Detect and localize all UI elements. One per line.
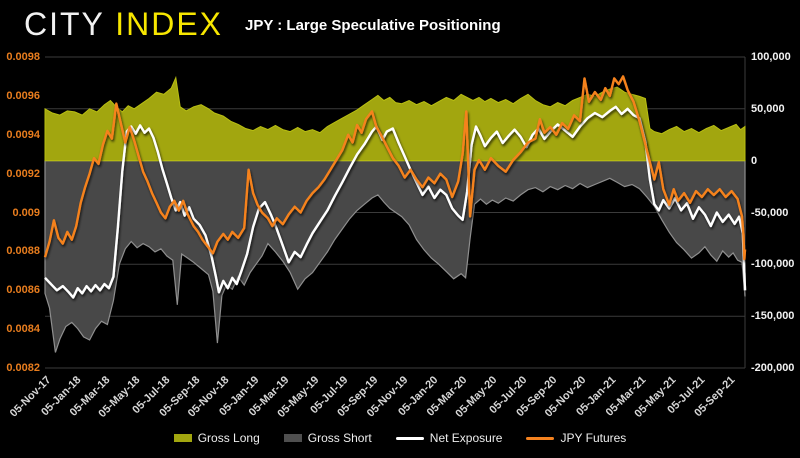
- left-axis-tick-label: 0.0084: [6, 323, 40, 336]
- legend-line-swatch: [395, 436, 424, 440]
- city-index-logo: CITY INDEX: [24, 6, 223, 43]
- gross-long-area: [44, 75, 746, 162]
- left-axis-tick-label: 0.0092: [6, 167, 40, 180]
- legend-item-net-exposure: Net Exposure: [395, 431, 503, 445]
- legend-item-gross-short: Gross Short: [283, 431, 372, 445]
- left-axis-tick-label: 0.0088: [6, 245, 40, 258]
- left-axis-tick-label: 0.0086: [6, 284, 40, 297]
- right-axis-tick-label: -200,000: [751, 362, 795, 374]
- legend-area-swatch: [173, 434, 192, 442]
- chart-legend: Gross Long Gross Short Net Exposure JPY Fut…: [0, 431, 800, 445]
- right-axis-tick-label: -150,000: [751, 310, 795, 323]
- right-axis-tick-label: 0: [751, 154, 758, 167]
- gross-short-area: [44, 160, 746, 353]
- legend-line-swatch: [526, 436, 555, 440]
- legend-item-gross-long: Gross Long: [173, 431, 260, 445]
- legend-label: Net Exposure: [429, 431, 503, 445]
- logo-index-text: INDEX: [115, 6, 223, 42]
- legend-label: Gross Long: [197, 431, 260, 445]
- right-axis-tick-label: 100,000: [751, 51, 791, 63]
- page-title: JPY : Large Speculative Positioning: [245, 17, 501, 34]
- left-axis-tick-label: 0.0094: [6, 128, 40, 141]
- right-axis-tick-label: -50,000: [751, 206, 789, 219]
- right-axis-tick-label: -100,000: [751, 258, 795, 271]
- left-axis-tick-label: 0.0096: [6, 89, 40, 102]
- logo-city-text: CITY: [24, 6, 105, 42]
- right-axis-tick-label: 50,000: [751, 102, 785, 115]
- legend-label: JPY Futures: [560, 431, 627, 445]
- legend-label: Gross Short: [307, 431, 372, 445]
- left-axis-tick-label: 0.009: [12, 206, 40, 219]
- legend-item-jpy-futures: JPY Futures: [526, 431, 626, 445]
- jpy-futures-line: [43, 75, 747, 261]
- left-axis-tick-label: 0.0082: [6, 362, 40, 374]
- legend-area-swatch: [283, 434, 302, 442]
- left-axis-tick-label: 0.0098: [6, 51, 40, 63]
